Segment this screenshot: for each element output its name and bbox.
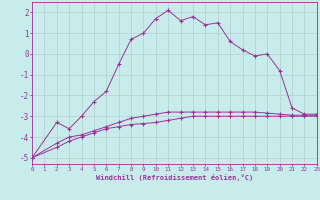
X-axis label: Windchill (Refroidissement éolien,°C): Windchill (Refroidissement éolien,°C) [96,174,253,181]
